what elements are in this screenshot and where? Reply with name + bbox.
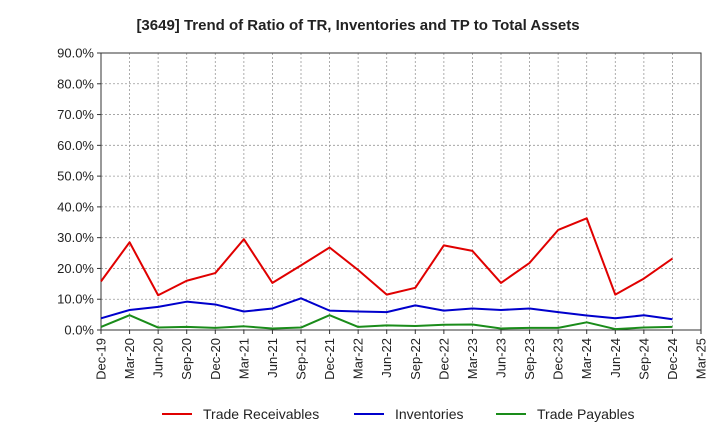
y-tick-label: 20.0% bbox=[57, 261, 94, 276]
x-tick-label: Dec-19 bbox=[94, 338, 109, 380]
x-tick-label: Dec-20 bbox=[208, 338, 223, 380]
x-tick-label: Dec-21 bbox=[322, 338, 337, 380]
x-tick-label: Jun-21 bbox=[265, 338, 280, 378]
y-tick-label: 90.0% bbox=[57, 46, 94, 61]
x-tick-label: Dec-22 bbox=[436, 338, 451, 380]
x-tick-label: Mar-24 bbox=[579, 338, 594, 379]
legend-label-trade-payables: Trade Payables bbox=[537, 406, 635, 422]
y-tick-label: 10.0% bbox=[57, 292, 94, 307]
chart-title: [3649] Trend of Ratio of TR, Inventories… bbox=[136, 17, 579, 34]
legend-label-trade-receivables: Trade Receivables bbox=[203, 406, 319, 422]
x-tick-label: Dec-23 bbox=[551, 338, 566, 380]
series-lines bbox=[100, 217, 674, 331]
x-tick-label: Mar-22 bbox=[351, 338, 366, 379]
plot-frame bbox=[100, 52, 702, 331]
x-tick-label: Jun-24 bbox=[608, 338, 623, 378]
y-tick-label: 40.0% bbox=[57, 199, 94, 214]
x-tick-label: Mar-21 bbox=[236, 338, 251, 379]
grid bbox=[101, 53, 701, 330]
y-tick-label: 80.0% bbox=[57, 76, 94, 91]
series-line-trade-receivables bbox=[100, 217, 674, 297]
y-tick-label: 50.0% bbox=[57, 169, 94, 184]
x-tick-label: Mar-25 bbox=[694, 338, 709, 379]
legend-label-inventories: Inventories bbox=[395, 406, 463, 422]
x-tick-label: Jun-23 bbox=[494, 338, 509, 378]
y-tick-label: 0.0% bbox=[64, 323, 94, 338]
x-axis: Dec-19 Mar-20 Jun-20 Sep-20 Dec-20 Mar-21 Jun-… bbox=[94, 330, 709, 380]
x-tick-label: Sep-21 bbox=[294, 338, 309, 380]
x-tick-label: Sep-24 bbox=[636, 338, 651, 380]
y-tick-label: 60.0% bbox=[57, 138, 94, 153]
series-line-trade-payables bbox=[100, 314, 673, 331]
y-tick-label: 70.0% bbox=[57, 107, 94, 122]
y-axis: 0.0% 10.0% 20.0% 30.0% 40.0% 50.0% 60.0% 70.0% 8… bbox=[57, 46, 101, 338]
y-tick-label: 30.0% bbox=[57, 230, 94, 245]
x-tick-label: Sep-23 bbox=[522, 338, 537, 380]
x-tick-label: Dec-24 bbox=[665, 338, 680, 380]
x-tick-label: Jun-22 bbox=[379, 338, 394, 378]
legend: Trade Receivables Inventories Trade Payabl… bbox=[162, 406, 635, 422]
series-line-inventories bbox=[100, 297, 673, 321]
x-tick-label: Sep-22 bbox=[408, 338, 423, 380]
x-tick-label: Jun-20 bbox=[151, 338, 166, 378]
x-tick-label: Sep-20 bbox=[179, 338, 194, 380]
x-tick-label: Mar-20 bbox=[122, 338, 137, 379]
x-tick-label: Mar-23 bbox=[465, 338, 480, 379]
